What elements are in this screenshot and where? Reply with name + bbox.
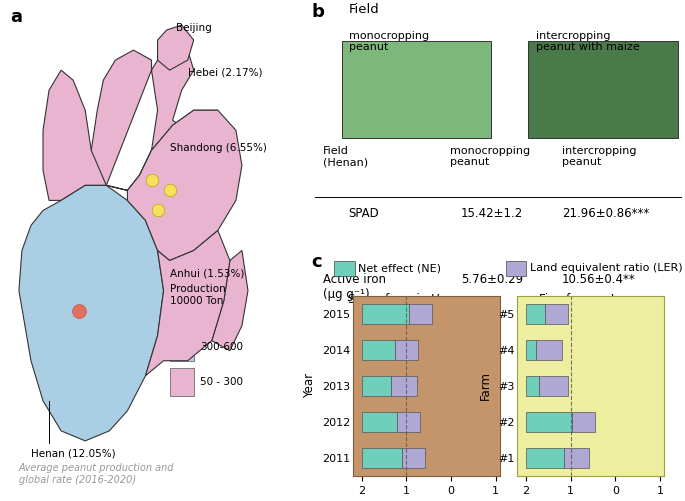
Text: 21.96±0.86***: 21.96±0.86*** <box>562 207 649 220</box>
Text: 50 - 300: 50 - 300 <box>200 377 242 387</box>
Bar <box>390 376 416 396</box>
Text: monocropping
peanut: monocropping peanut <box>450 146 530 167</box>
Text: intercropping
peanut with maize: intercropping peanut with maize <box>536 31 639 52</box>
FancyBboxPatch shape <box>342 41 491 138</box>
Text: Production
10000 Ton: Production 10000 Ton <box>170 284 225 306</box>
Text: Five farms at same
year in Shandong: Five farms at same year in Shandong <box>539 293 651 321</box>
Text: Field: Field <box>349 3 379 16</box>
Text: monocropping
peanut: monocropping peanut <box>349 31 429 52</box>
Text: intercropping
peanut: intercropping peanut <box>562 146 636 167</box>
Bar <box>526 412 571 432</box>
Bar <box>526 376 538 396</box>
Polygon shape <box>127 110 242 261</box>
Y-axis label: Farm: Farm <box>479 371 493 400</box>
Bar <box>408 304 432 324</box>
Bar <box>362 412 397 432</box>
Text: 15.42±1.2: 15.42±1.2 <box>461 207 523 220</box>
Bar <box>526 340 536 360</box>
Bar <box>545 304 568 324</box>
Y-axis label: Year: Year <box>303 373 316 398</box>
Text: Henan (12.05%): Henan (12.05%) <box>31 448 116 458</box>
Text: 10.56±0.4**: 10.56±0.4** <box>562 274 636 287</box>
Bar <box>538 376 568 396</box>
Bar <box>526 304 545 324</box>
Bar <box>334 261 355 276</box>
Bar <box>506 261 526 276</box>
Text: Hebei (2.17%): Hebei (2.17%) <box>188 68 262 78</box>
Bar <box>526 448 564 468</box>
FancyBboxPatch shape <box>528 41 677 138</box>
Bar <box>571 412 595 432</box>
Text: Same farm in Henan
at different year: Same farm in Henan at different year <box>348 293 469 321</box>
Bar <box>362 448 402 468</box>
Polygon shape <box>19 185 164 441</box>
Bar <box>536 340 562 360</box>
Text: Beijing: Beijing <box>175 23 212 33</box>
Bar <box>362 304 408 324</box>
Text: Average peanut production and
global rate (2016-2020): Average peanut production and global rat… <box>19 463 175 485</box>
Polygon shape <box>43 70 106 200</box>
Text: Active iron
(μg g⁻¹): Active iron (μg g⁻¹) <box>323 274 386 302</box>
Polygon shape <box>145 230 230 376</box>
Text: Anhui (1.53%): Anhui (1.53%) <box>170 268 244 278</box>
Text: SPAD: SPAD <box>349 207 379 220</box>
Text: b: b <box>312 3 325 21</box>
Bar <box>395 340 419 360</box>
Text: a: a <box>10 8 22 26</box>
Bar <box>397 412 420 432</box>
Bar <box>362 376 390 396</box>
Bar <box>362 340 395 360</box>
Text: c: c <box>312 253 323 271</box>
Bar <box>170 368 194 396</box>
Text: Shandong (6.55%): Shandong (6.55%) <box>170 143 266 153</box>
Bar <box>170 333 194 361</box>
Bar <box>564 448 588 468</box>
Text: Land equivalent ratio (LER): Land equivalent ratio (LER) <box>530 263 683 273</box>
Bar <box>402 448 425 468</box>
Text: Field
(Henan): Field (Henan) <box>323 146 368 167</box>
Polygon shape <box>85 40 218 190</box>
Polygon shape <box>212 250 248 351</box>
Text: 5.76±0.29: 5.76±0.29 <box>461 274 523 287</box>
Text: 300-600: 300-600 <box>200 342 242 352</box>
Text: Net effect (NE): Net effect (NE) <box>358 263 441 273</box>
Polygon shape <box>158 25 194 70</box>
